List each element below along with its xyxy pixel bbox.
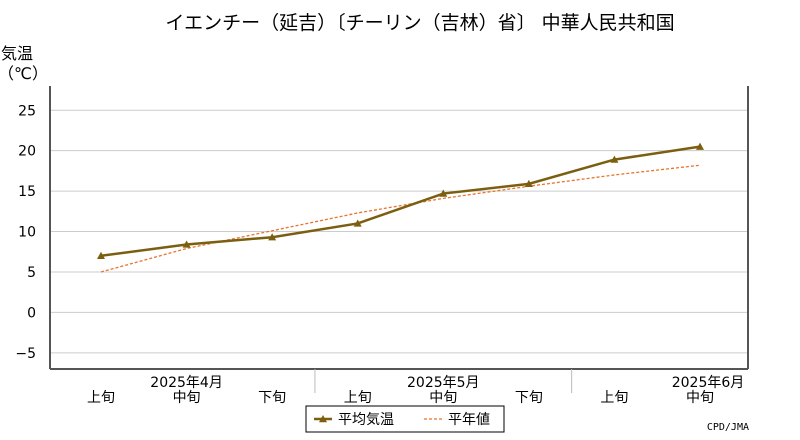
series-mean [97, 142, 704, 259]
plot-frame [49, 85, 749, 393]
y-tick-label: 15 [18, 184, 36, 200]
x-tick-label: 下旬 [258, 390, 286, 406]
x-tick-label: 中旬 [686, 390, 714, 406]
legend-label-normal: 平年値 [448, 412, 490, 428]
y-tick-label: 20 [18, 144, 36, 160]
x-tick-label: 上旬 [600, 390, 628, 406]
legend-label-mean: 平均気温 [338, 412, 394, 428]
credit-text: CPD/JMA [707, 422, 749, 433]
data-point-mean [182, 240, 191, 248]
data-point-mean [524, 179, 533, 188]
y-tick-label: 0 [27, 305, 36, 321]
x-tick-label: 上旬 [87, 390, 115, 406]
chart-title: イエンチー（延吉）〔チーリン（吉林）省〕 中華人民共和国 [165, 12, 674, 34]
data-point-mean [696, 142, 704, 150]
legend-marker-mean [319, 415, 327, 423]
legend-box [305, 405, 505, 433]
month-label: 2025年4月 [150, 375, 223, 391]
x-tick-label: 上旬 [344, 390, 372, 406]
series-normal [100, 164, 701, 273]
series-line-normal [100, 164, 701, 273]
month-label: 2025年5月 [407, 375, 480, 391]
month-label: 2025年6月 [672, 375, 745, 391]
series-line-mean [100, 145, 701, 258]
data-point-mean [353, 219, 362, 227]
grid-lines [50, 109, 748, 354]
data-point-mean [439, 189, 448, 197]
x-tick-label: 下旬 [515, 390, 543, 406]
x-tick-label: 中旬 [429, 390, 457, 406]
y-tick-label: −5 [15, 346, 36, 362]
data-point-mean [610, 155, 619, 163]
y-tick-labels: −5 0 5 10 15 20 25 [15, 103, 36, 362]
data-point-mean [97, 251, 105, 259]
y-axis-label: 気温 [1, 44, 33, 63]
legend: 平均気温 平年値 [305, 405, 505, 433]
y-tick-label: 5 [27, 265, 36, 281]
y-tick-label: 10 [18, 225, 36, 241]
y-tick-label: 25 [18, 103, 36, 119]
y-axis-unit: （℃） [0, 64, 48, 83]
x-tick-label: 中旬 [173, 390, 201, 406]
data-point-mean [268, 233, 277, 241]
